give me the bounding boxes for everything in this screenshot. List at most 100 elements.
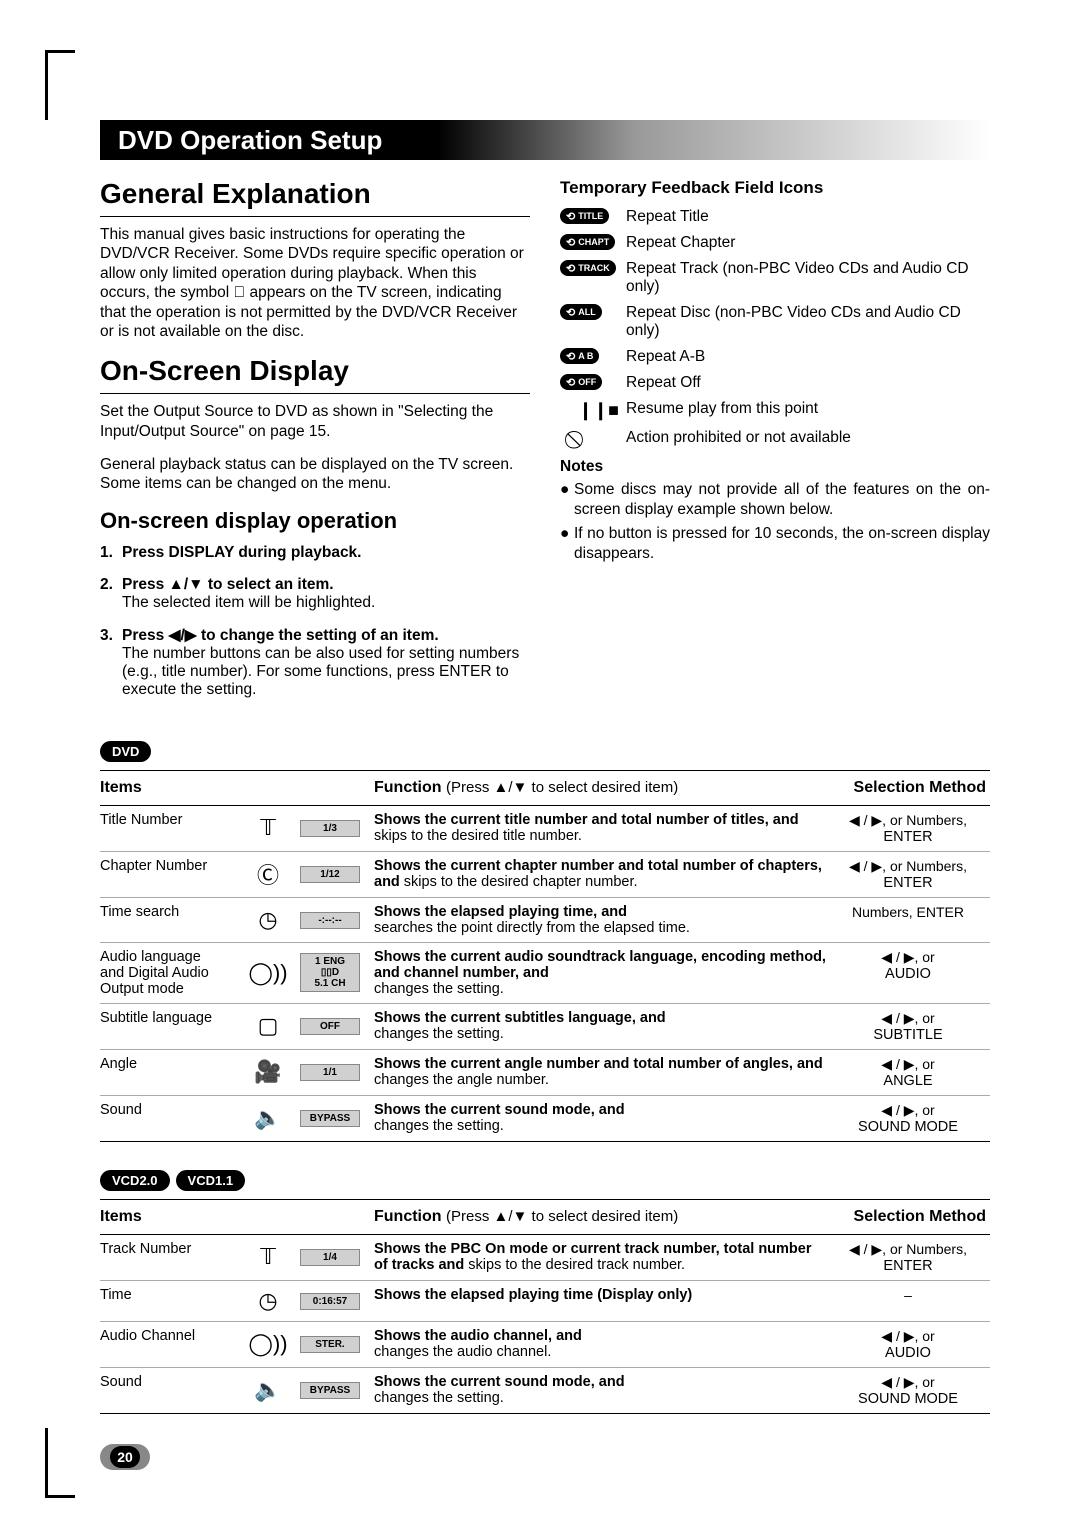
cell-icon: 🔈: [240, 1367, 300, 1413]
subsection-heading: Temporary Feedback Field Icons: [560, 178, 990, 198]
feedback-text: Repeat Title: [626, 208, 709, 226]
cell-value: -:--:--: [300, 897, 374, 942]
note-bullet: ●Some discs may not provide all of the f…: [560, 480, 990, 520]
col-selection: Selection Method: [830, 1199, 990, 1234]
status-icon: ❙❙■: [560, 400, 616, 421]
cell-value: 1 ENG▯▯D5.1 CH: [300, 942, 374, 1003]
cell-function: Shows the elapsed playing time (Display …: [374, 1280, 830, 1321]
feedback-row: ⟲TITLE Repeat Title: [560, 208, 990, 226]
step: 2.Press ▲/▼ to select an item.The select…: [100, 576, 530, 612]
table-row: Time◷0:16:57Shows the elapsed playing ti…: [100, 1280, 990, 1321]
cell-selection: ◀ / ▶, orAUDIO: [830, 1321, 990, 1367]
cell-icon: ◯)): [240, 1321, 300, 1367]
feedback-icon-list: ⟲TITLE Repeat Title ⟲CHAPT Repeat Chapter ⟲T…: [560, 208, 990, 450]
feedback-text: Resume play from this point: [626, 400, 818, 418]
dvd-badge: DVD: [100, 741, 151, 762]
cell-selection: ◀ / ▶, orSOUND MODE: [830, 1095, 990, 1141]
subsection-heading: On-screen display operation: [100, 508, 530, 534]
col-function: Function (Press ▲/▼ to select desired it…: [374, 770, 830, 805]
repeat-icon: ⟲TRACK: [560, 260, 616, 276]
feedback-row: ⟲ALLRepeat Disc (non-PBC Video CDs and A…: [560, 304, 990, 340]
step: 3.Press ◀/▶ to change the setting of an …: [100, 626, 530, 699]
cell-value: BYPASS: [300, 1095, 374, 1141]
cell-value: 1/1: [300, 1049, 374, 1095]
cell-icon: ◷: [240, 897, 300, 942]
divider: [100, 393, 530, 394]
cell-item: Audio languageand Digital AudioOutput mo…: [100, 942, 240, 1003]
cell-selection: ◀ / ▶, or Numbers,ENTER: [830, 805, 990, 851]
cell-selection: ◀ / ▶, orSOUND MODE: [830, 1367, 990, 1413]
cell-value: 0:16:57: [300, 1280, 374, 1321]
cell-selection: ◀ / ▶, or Numbers,ENTER: [830, 851, 990, 897]
repeat-icon: ⟲TITLE: [560, 208, 609, 224]
repeat-icon: ⟲ALL: [560, 304, 602, 320]
table-row: Sound🔈BYPASSShows the current sound mode…: [100, 1095, 990, 1141]
feedback-text: Repeat Chapter: [626, 234, 735, 252]
col-selection: Selection Method: [830, 770, 990, 805]
crop-mark: [45, 1428, 48, 1498]
feedback-text: Repeat Track (non-PBC Video CDs and Audi…: [626, 260, 990, 296]
feedback-row: ⟲OFFRepeat Off: [560, 374, 990, 392]
cell-function: Shows the current sound mode, andchanges…: [374, 1367, 830, 1413]
repeat-icon: ⟲A B: [560, 348, 599, 364]
section-heading: On-Screen Display: [100, 355, 530, 387]
cell-item: Sound: [100, 1367, 240, 1413]
feedback-row: ⟲A B Repeat A-B: [560, 348, 990, 366]
feedback-row: ⟲CHAPT Repeat Chapter: [560, 234, 990, 252]
repeat-icon: ⟲CHAPT: [560, 234, 615, 250]
cell-function: Shows the current angle number and total…: [374, 1049, 830, 1095]
cell-value: STER.: [300, 1321, 374, 1367]
table-row: Track Number𝕋1/4Shows the PBC On mode or…: [100, 1234, 990, 1280]
cell-icon: ◷: [240, 1280, 300, 1321]
dvd-table: Items Function (Press ▲/▼ to select desi…: [100, 770, 990, 1142]
table-row: Time search◷-:--:--Shows the elapsed pla…: [100, 897, 990, 942]
cell-icon: 𝕋: [240, 805, 300, 851]
page-number-badge: 20: [100, 1444, 150, 1470]
status-icon: ⃠: [560, 429, 616, 450]
feedback-text: Action prohibited or not available: [626, 429, 851, 447]
table-row: Title Number𝕋1/3Shows the current title …: [100, 805, 990, 851]
cell-icon: Ⓒ: [240, 851, 300, 897]
cell-item: Title Number: [100, 805, 240, 851]
cell-icon: 𝕋: [240, 1234, 300, 1280]
vcd-table: Items Function (Press ▲/▼ to select desi…: [100, 1199, 990, 1414]
feedback-text: Repeat A-B: [626, 348, 705, 366]
feedback-row: ⃠ Action prohibited or not available: [560, 429, 990, 450]
cell-function: Shows the current audio soundtrack langu…: [374, 942, 830, 1003]
table-row: Angle🎥1/1Shows the current angle number …: [100, 1049, 990, 1095]
feedback-row: ⟲TRACK Repeat Track (non-PBC Video CDs an…: [560, 260, 990, 296]
paragraph: Set the Output Source to DVD as shown in…: [100, 402, 530, 441]
cell-icon: 🔈: [240, 1095, 300, 1141]
cell-item: Track Number: [100, 1234, 240, 1280]
cell-function: Shows the audio channel, andchanges the …: [374, 1321, 830, 1367]
paragraph: This manual gives basic instructions for…: [100, 225, 530, 341]
cell-function: Shows the current subtitles language, an…: [374, 1003, 830, 1049]
page-number: 20: [110, 1446, 140, 1468]
col-function: Function (Press ▲/▼ to select desired it…: [374, 1199, 830, 1234]
cell-item: Time search: [100, 897, 240, 942]
cell-value: OFF: [300, 1003, 374, 1049]
table-row: Audio Channel◯))STER.Shows the audio cha…: [100, 1321, 990, 1367]
title-bar-text: DVD Operation Setup: [118, 125, 382, 156]
feedback-row: ❙❙■ Resume play from this point: [560, 400, 990, 421]
note-bullet: ●If no button is pressed for 10 seconds,…: [560, 524, 990, 564]
cell-item: Time: [100, 1280, 240, 1321]
cell-selection: ◀ / ▶, orANGLE: [830, 1049, 990, 1095]
crop-mark: [45, 50, 75, 53]
cell-value: 1/12: [300, 851, 374, 897]
table-row: Subtitle language▢OFFShows the current s…: [100, 1003, 990, 1049]
cell-item: Sound: [100, 1095, 240, 1141]
vcd-badge: VCD2.0: [100, 1170, 170, 1191]
cell-function: Shows the current sound mode, andchanges…: [374, 1095, 830, 1141]
cell-icon: 🎥: [240, 1049, 300, 1095]
col-items: Items: [100, 1199, 240, 1234]
cell-selection: ◀ / ▶, or Numbers,ENTER: [830, 1234, 990, 1280]
cell-selection: ◀ / ▶, orAUDIO: [830, 942, 990, 1003]
badge-row: DVD: [100, 741, 990, 762]
paragraph: General playback status can be displayed…: [100, 455, 530, 494]
cell-value: 1/4: [300, 1234, 374, 1280]
cell-item: Angle: [100, 1049, 240, 1095]
cell-selection: ◀ / ▶, orSUBTITLE: [830, 1003, 990, 1049]
cell-function: Shows the elapsed playing time, andsearc…: [374, 897, 830, 942]
table-row: Chapter NumberⒸ1/12Shows the current cha…: [100, 851, 990, 897]
